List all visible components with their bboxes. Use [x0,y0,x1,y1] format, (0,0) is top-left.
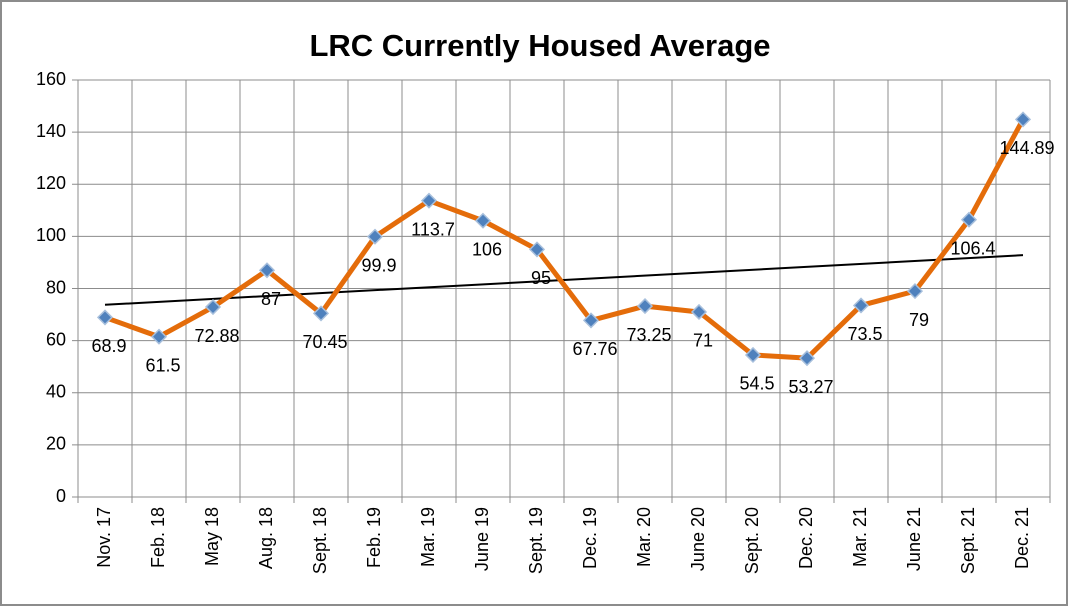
marker [366,228,384,245]
x-tick-label: Sept. 18 [310,507,330,574]
data-label: 79 [909,310,929,330]
data-label: 87 [261,289,281,309]
data-label: 67.76 [572,339,617,359]
x-tick-label: May 18 [202,507,222,566]
trendline [104,254,1024,306]
data-label: 106 [472,239,502,259]
y-tick-label: 140 [36,121,66,141]
chart-title: LRC Currently Housed Average [309,28,770,63]
marker [744,346,762,364]
x-tick-label: Sept. 20 [742,507,762,574]
y-tick-label: 160 [36,69,66,89]
marker [636,298,654,315]
marker [96,309,114,326]
data-label: 72.88 [194,326,239,346]
data-label: 68.9 [91,336,126,356]
data-label: 113.7 [411,219,455,239]
data-label: 73.25 [626,325,671,345]
x-tick-label: Sept. 21 [958,507,978,574]
x-tick-label: Dec. 19 [580,507,600,569]
marker [312,305,330,322]
data-label: 54.5 [739,374,774,394]
marker [204,298,222,316]
marker [582,312,600,329]
x-tick-label: Mar. 21 [850,507,870,567]
y-tick-label: 80 [46,277,66,297]
marker [474,212,492,229]
data-label: 95 [531,268,551,288]
data-label: 144.89 [999,138,1054,158]
data-label: 53.27 [788,377,833,397]
marker [258,262,276,279]
x-tick-label: Dec. 21 [1012,507,1032,569]
x-tick-label: June 19 [472,507,492,571]
marker [852,297,870,314]
marker [798,350,816,367]
x-tick-label: Mar. 20 [634,507,654,567]
data-label: 70.45 [302,332,347,352]
marker [906,283,924,300]
x-tick-label: Sept. 19 [526,507,546,574]
x-tick-label: Nov. 17 [94,507,114,568]
y-tick-label: 0 [56,486,66,506]
y-tick-label: 100 [36,225,66,245]
marker [150,328,168,345]
marker [528,241,546,258]
x-tick-label: June 20 [688,507,708,571]
x-tick-label: Feb. 18 [148,507,168,568]
data-label: 99.9 [361,255,396,275]
x-tick-label: Mar. 19 [418,507,438,567]
data-label: 61.5 [145,355,180,375]
data-label: 106.4 [950,238,995,258]
data-label: 73.5 [847,324,882,344]
marker [1014,111,1032,128]
y-tick-label: 120 [36,173,66,193]
y-tick-label: 60 [46,329,66,349]
y-tick-label: 20 [46,434,66,454]
x-tick-label: June 21 [904,507,924,571]
x-tick-label: Dec. 20 [796,507,816,569]
series-line [104,118,1026,361]
data-label: 71 [693,331,713,351]
x-tick-label: Feb. 19 [364,507,384,568]
marker [690,303,708,321]
marker [420,192,438,209]
x-tick-label: Aug. 18 [256,507,276,569]
marker [960,211,978,228]
y-tick-label: 40 [46,382,66,402]
